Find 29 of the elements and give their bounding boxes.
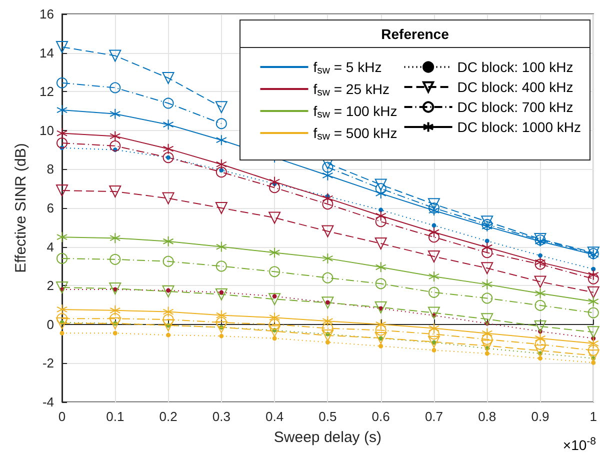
legend-label: DC block: 700 kHz — [457, 99, 574, 115]
x-tick-label: 0 — [58, 409, 66, 424]
y-tick-label: -4 — [42, 394, 54, 410]
y-tick-label: 6 — [46, 200, 54, 216]
x-tick-label: 0.5 — [318, 409, 337, 424]
legend-label: DC block: 400 kHz — [457, 79, 574, 95]
x-tick-label: 0.4 — [266, 409, 284, 424]
x-tick-label: 0.3 — [212, 409, 230, 424]
y-axis-title: Effective SINR (dB) — [12, 143, 30, 273]
legend-title: Reference — [381, 26, 450, 42]
x-tick-label: 0.8 — [478, 409, 496, 424]
y-tick-label: 8 — [46, 162, 54, 177]
y-tick-label: 14 — [40, 45, 54, 60]
y-tick-label: 0 — [46, 316, 54, 332]
y-tick-label: 10 — [40, 122, 54, 138]
x-tick-label: 0.6 — [372, 409, 390, 424]
y-tick-label: 16 — [40, 6, 54, 22]
y-tick-label: 12 — [40, 84, 54, 100]
x-tick-label: 0.9 — [531, 409, 550, 424]
x-tick-label: 1 — [590, 409, 597, 424]
y-tick-label: 2 — [46, 278, 54, 294]
y-tick-label: 4 — [46, 239, 54, 254]
legend-label: DC block: 1000 kHz — [457, 119, 581, 135]
y-tick-label: -2 — [42, 356, 54, 371]
x-tick-label: 0.1 — [106, 409, 124, 424]
x-tick-label: 0.2 — [159, 409, 178, 424]
legend-label: DC block: 100 kHz — [457, 59, 574, 75]
x-tick-label: 0.7 — [424, 409, 444, 424]
x-axis-title: Sweep delay (s) — [274, 429, 382, 446]
